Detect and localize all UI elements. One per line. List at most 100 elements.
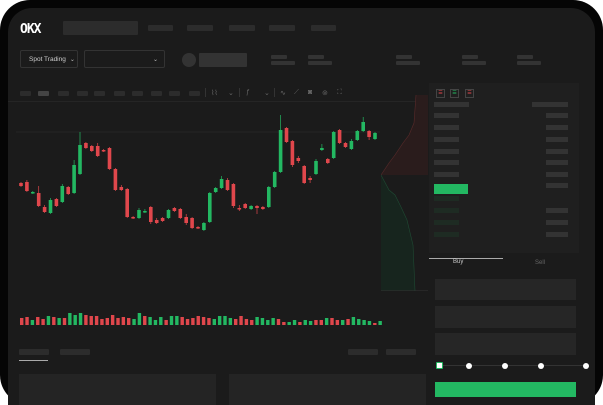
depth-bids-area xyxy=(381,175,415,291)
nav-item[interactable] xyxy=(187,25,213,31)
candle xyxy=(302,165,306,184)
candle-body xyxy=(178,209,183,218)
market-type-label: Spot Trading xyxy=(29,55,66,63)
search-bar[interactable] xyxy=(63,21,138,35)
filter-button[interactable] xyxy=(386,349,416,355)
ruler-icon[interactable]: ⟋ xyxy=(294,89,299,96)
volume-bar xyxy=(239,316,243,325)
slider-stop-50[interactable] xyxy=(502,363,508,369)
stat-label xyxy=(271,55,287,59)
slider-stop-100[interactable] xyxy=(583,363,589,369)
interval-button[interactable] xyxy=(38,91,49,96)
volume-bar xyxy=(153,320,158,325)
volume-bar xyxy=(148,317,152,325)
stat-label xyxy=(396,55,412,59)
candle xyxy=(373,132,377,140)
candle-body xyxy=(184,217,188,223)
volume-bar xyxy=(308,321,313,325)
candle-body xyxy=(361,122,365,131)
stat-value xyxy=(271,61,295,65)
chevron-down-icon[interactable]: ⌄ xyxy=(264,90,270,97)
market-type-dropdown[interactable]: Spot Trading ⌄ xyxy=(20,50,78,68)
nav-item[interactable] xyxy=(148,25,173,31)
candle xyxy=(113,168,118,191)
nav-item[interactable] xyxy=(311,25,336,31)
nav-item[interactable] xyxy=(229,25,255,31)
candle-body xyxy=(349,141,354,149)
slider-track[interactable] xyxy=(438,365,588,366)
volume-bar xyxy=(30,320,35,325)
ask-amount xyxy=(546,160,568,165)
indicator-icon[interactable]: ƒ xyxy=(246,89,250,96)
orderbook-bids-icon[interactable]: ☰ xyxy=(450,89,459,98)
total-input[interactable] xyxy=(435,333,576,355)
ask-price xyxy=(434,172,459,177)
volume-bar xyxy=(287,322,291,325)
nav-item[interactable] xyxy=(269,25,295,31)
slider-stop-25[interactable] xyxy=(466,363,472,369)
orderbook-asks-icon[interactable]: ☰ xyxy=(465,89,474,98)
tab-open-orders[interactable] xyxy=(19,349,49,355)
price-input[interactable] xyxy=(435,279,576,300)
tab-buy[interactable]: Buy xyxy=(453,259,464,265)
candle xyxy=(237,205,242,211)
interval-button[interactable] xyxy=(189,91,200,96)
pair-dropdown[interactable]: ⌄ xyxy=(84,50,165,68)
filter-button[interactable] xyxy=(348,349,378,355)
volume-bar xyxy=(362,320,366,325)
interval-button[interactable] xyxy=(114,91,125,96)
coin-icon xyxy=(182,53,196,67)
stat-label xyxy=(517,55,533,59)
candle-body xyxy=(308,178,312,180)
slider-stop-75[interactable] xyxy=(538,363,544,369)
candle-body xyxy=(60,186,65,202)
tab-sell[interactable]: Sell xyxy=(535,260,546,266)
volume-bar xyxy=(62,318,67,325)
candle xyxy=(160,217,165,222)
price-placeholder xyxy=(199,53,247,67)
candle xyxy=(84,142,88,149)
volume-bar xyxy=(314,320,318,325)
volume-bar xyxy=(25,317,29,325)
candle xyxy=(367,130,371,140)
candle-body xyxy=(278,130,283,172)
settings-icon[interactable]: ⊚ xyxy=(322,90,328,97)
line-tool-icon[interactable]: ∿ xyxy=(280,90,286,97)
ask-amount xyxy=(546,172,568,177)
book-header xyxy=(532,102,568,107)
interval-button[interactable] xyxy=(77,91,88,96)
fullscreen-icon[interactable]: ⛶ xyxy=(337,89,342,96)
tab-order-history[interactable] xyxy=(60,349,90,355)
candle-body xyxy=(243,204,247,208)
candle-body xyxy=(137,210,141,218)
stat-value xyxy=(462,61,486,65)
chevron-down-icon[interactable]: ⌄ xyxy=(228,90,234,97)
volume-bar xyxy=(41,319,45,325)
volume-bar xyxy=(335,320,340,325)
interval-button[interactable] xyxy=(94,91,105,96)
ask-price xyxy=(434,113,459,118)
buy-button[interactable] xyxy=(435,382,576,397)
orderbook-both-icon[interactable]: ☰ xyxy=(436,89,445,98)
interval-button[interactable] xyxy=(169,91,180,96)
interval-button[interactable] xyxy=(20,91,31,96)
candle xyxy=(278,115,283,173)
bid-amount xyxy=(546,232,568,237)
candle-body xyxy=(219,179,224,188)
candle-body xyxy=(367,131,371,137)
interval-button[interactable] xyxy=(151,91,162,96)
candle-body xyxy=(314,161,318,174)
camera-icon[interactable]: ◙ xyxy=(308,89,313,96)
interval-button[interactable] xyxy=(58,91,69,96)
volume-bar xyxy=(282,322,286,325)
slider-handle[interactable] xyxy=(436,362,443,369)
candle-body xyxy=(284,128,289,142)
volume-bar xyxy=(357,319,361,325)
amount-input[interactable] xyxy=(435,306,576,328)
volume-bar xyxy=(196,316,200,325)
interval-button[interactable] xyxy=(132,91,143,96)
candle xyxy=(78,132,82,175)
volume-bar xyxy=(351,317,356,325)
candlestick-chart[interactable] xyxy=(8,8,428,338)
candle-type-icon[interactable]: ⌇⌇ xyxy=(211,90,218,97)
